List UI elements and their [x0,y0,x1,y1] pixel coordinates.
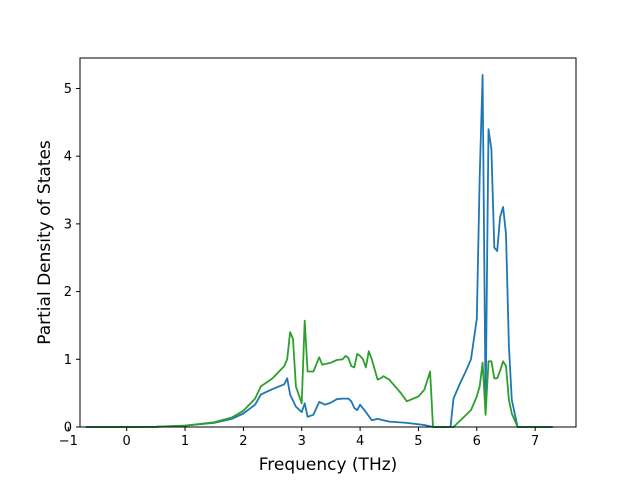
axes-frame [79,57,577,428]
y-axis-label: Partial Density of States [35,140,55,345]
x-tick-label: 6 [473,434,481,449]
x-tick-label: 4 [356,434,364,449]
y-tick-label: 5 [64,82,72,97]
x-axis-label: Frequency (THz) [259,455,398,475]
x-tick-label: 1 [181,434,189,449]
y-tick-label: 0 [64,421,72,436]
y-tick-label: 1 [64,353,72,368]
y-tick-label: 2 [64,285,72,300]
series-group [85,74,553,428]
x-tick-label: 0 [123,434,131,449]
x-tick-label: −1 [59,434,78,449]
x-axis-ticks: −1 0 1 2 3 4 5 6 7 [59,427,539,449]
series-line-1 [85,74,553,428]
series-line-2 [85,319,553,428]
x-tick-label: 3 [298,434,306,449]
y-tick-label: 3 [64,217,72,232]
y-axis-ticks: 0 1 2 3 4 5 [64,82,80,436]
x-tick-label: 2 [239,434,247,449]
x-tick-label: 5 [414,434,422,449]
x-tick-label: 7 [531,434,539,449]
y-tick-label: 4 [64,150,72,165]
